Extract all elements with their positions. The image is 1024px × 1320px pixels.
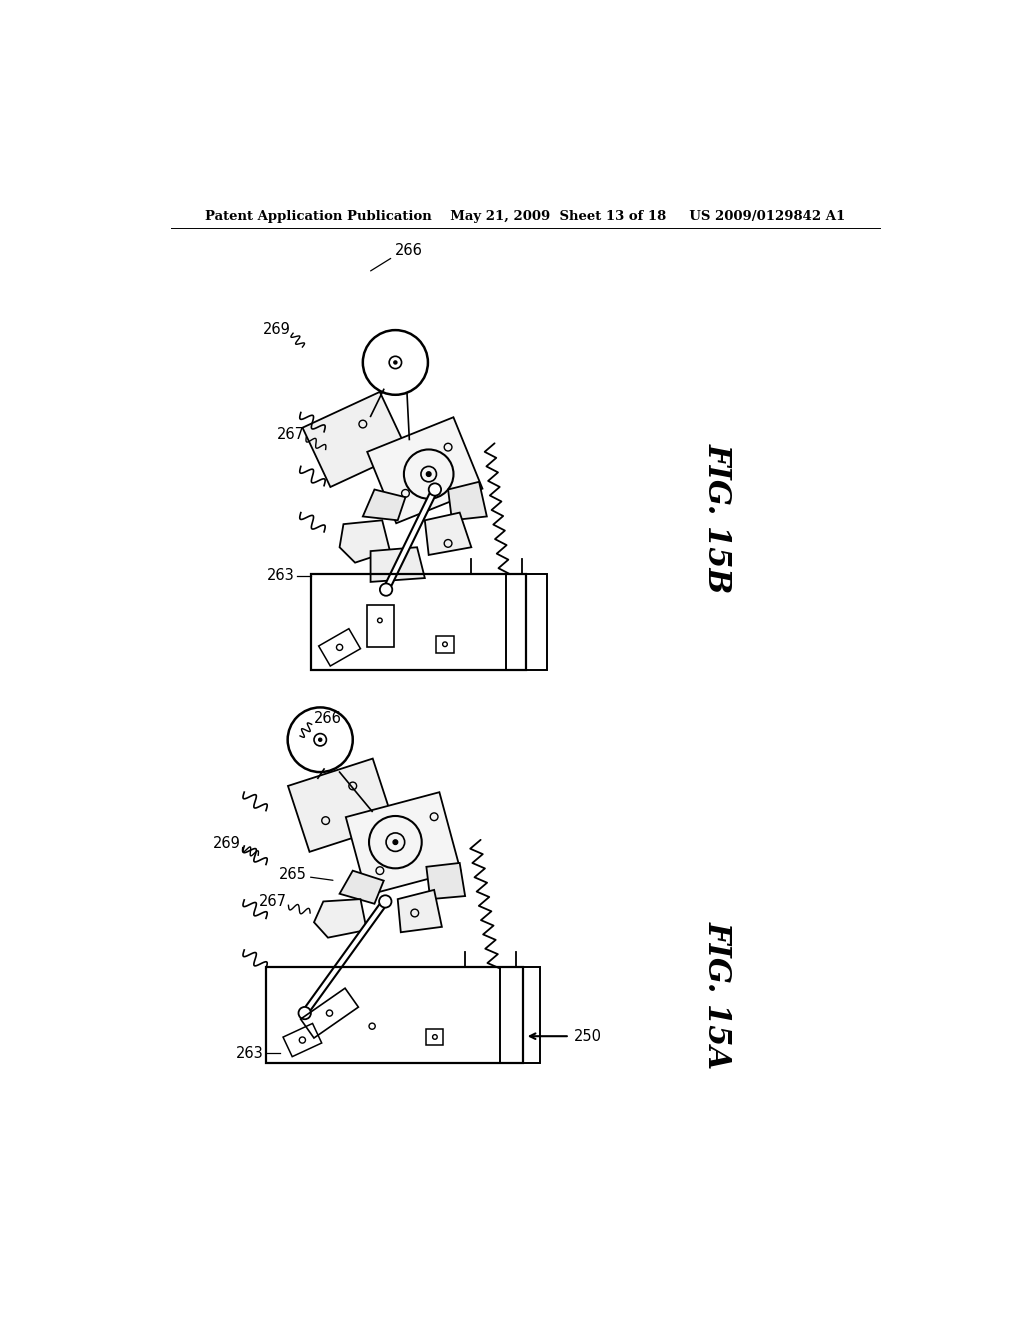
Polygon shape [449, 482, 486, 520]
Polygon shape [314, 899, 367, 937]
Polygon shape [425, 512, 471, 554]
Polygon shape [346, 792, 461, 895]
Polygon shape [302, 900, 388, 1015]
Bar [506, 574, 547, 671]
Polygon shape [288, 759, 394, 851]
Circle shape [379, 895, 391, 908]
Bar [311, 574, 525, 671]
Bar [426, 1028, 443, 1045]
Text: FIG. 15B: FIG. 15B [701, 444, 732, 594]
Text: 263: 263 [267, 568, 295, 583]
Circle shape [380, 583, 392, 595]
Text: 266: 266 [314, 711, 342, 726]
Text: 267: 267 [259, 894, 287, 909]
Text: Patent Application Publication    May 21, 2009  Sheet 13 of 18     US 2009/01298: Patent Application Publication May 21, 2… [205, 210, 845, 223]
Text: 265: 265 [279, 867, 306, 882]
Circle shape [299, 1007, 311, 1019]
Bar [266, 966, 523, 1063]
Polygon shape [368, 417, 482, 523]
Circle shape [318, 738, 322, 742]
Text: 266: 266 [395, 243, 423, 259]
Polygon shape [302, 392, 408, 487]
Text: 269: 269 [213, 836, 241, 851]
Circle shape [429, 483, 441, 495]
Bar [436, 636, 454, 653]
Circle shape [393, 840, 397, 845]
Polygon shape [426, 863, 465, 899]
Circle shape [426, 471, 431, 477]
Text: 250: 250 [573, 1028, 602, 1044]
Polygon shape [397, 890, 442, 932]
Bar [367, 605, 394, 647]
Polygon shape [362, 490, 406, 520]
Text: 267: 267 [276, 426, 305, 442]
Circle shape [394, 360, 397, 364]
Polygon shape [383, 488, 437, 591]
Bar [500, 966, 541, 1063]
Text: 269: 269 [263, 322, 291, 337]
Polygon shape [340, 520, 390, 562]
Polygon shape [371, 548, 425, 582]
Text: 263: 263 [236, 1045, 263, 1061]
Polygon shape [340, 871, 384, 904]
Text: FIG. 15A: FIG. 15A [701, 921, 732, 1069]
